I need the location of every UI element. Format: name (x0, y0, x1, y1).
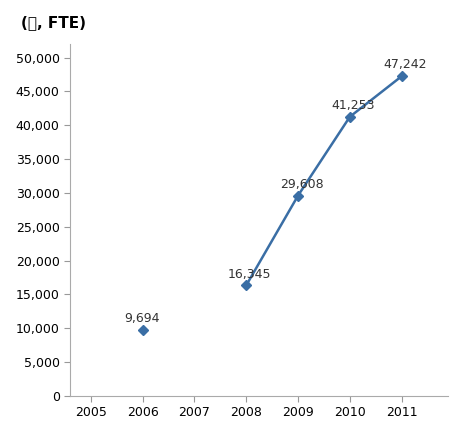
Text: (명, FTE): (명, FTE) (21, 15, 86, 30)
Text: 41,253: 41,253 (332, 99, 375, 112)
Text: 9,694: 9,694 (125, 312, 160, 325)
Text: 29,608: 29,608 (280, 178, 324, 191)
Text: 47,242: 47,242 (383, 59, 427, 71)
Text: 16,345: 16,345 (228, 268, 272, 281)
